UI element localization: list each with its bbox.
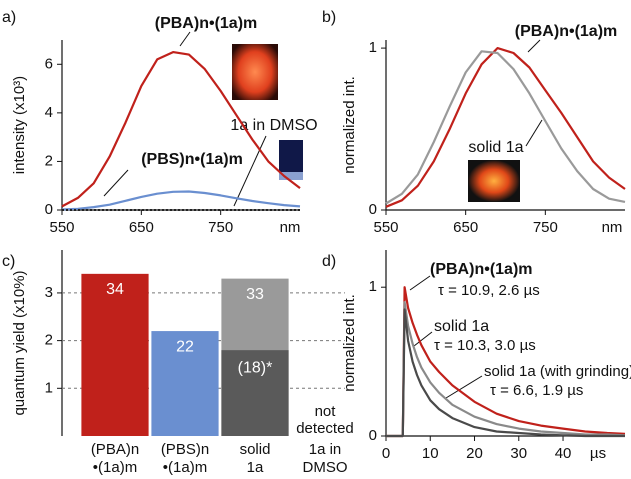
x-tick-label: 750: [533, 219, 558, 236]
leader-line: [409, 275, 431, 291]
x-tick-label: 30: [510, 445, 527, 462]
photo-inset: [468, 160, 520, 202]
series-line: [386, 301, 626, 438]
y-tick-label: 0: [369, 201, 377, 218]
leader-line: [445, 375, 483, 399]
x-unit: nm: [280, 219, 301, 236]
y-axis-label: quantum yield (x10%): [11, 270, 28, 415]
y-tick-label: 6: [45, 55, 53, 72]
photo-inset: [279, 172, 303, 180]
series-line: [61, 51, 301, 208]
x-tick-label: •(1a)m: [163, 459, 207, 476]
series-label: (PBA)n•(1a)m: [515, 23, 618, 40]
x-tick-label: 550: [49, 219, 74, 236]
series-line: [385, 50, 626, 205]
series-line: [386, 308, 625, 438]
inner-value-label: (18)*: [238, 359, 273, 376]
y-tick-label: 0: [45, 201, 53, 218]
y-tick-label: 0: [369, 427, 377, 444]
value-label: 22: [176, 338, 194, 355]
x-tick-label: (PBA)n: [91, 441, 139, 458]
no-data-label: not: [315, 403, 337, 420]
x-tick-label: DMSO: [303, 459, 348, 476]
series-line: [61, 190, 301, 211]
y-tick-label: 1: [369, 278, 377, 295]
leader-line: [413, 331, 433, 347]
y-tick-label: 3: [45, 284, 53, 301]
x-tick-label: 20: [466, 445, 483, 462]
series-line: [386, 286, 626, 438]
leader-line: [527, 39, 541, 53]
series-label: (PBS)n•(1a)m: [141, 151, 243, 168]
no-data-label: detected: [296, 420, 354, 437]
x-unit: nm: [602, 219, 623, 236]
photo-inset: [232, 44, 278, 100]
x-tick-label: •(1a)m: [93, 459, 137, 476]
series-note: τ = 6.6, 1.9 µs: [490, 382, 583, 399]
leader-line: [103, 169, 129, 197]
y-axis-label: normalized int.: [341, 294, 358, 392]
x-tick-label: 650: [453, 219, 478, 236]
series-label: solid 1a: [468, 139, 523, 156]
x-tick-label: 10: [422, 445, 439, 462]
value-label: 34: [106, 281, 124, 298]
x-unit: µs: [590, 445, 606, 462]
x-tick-label: 1a: [247, 459, 264, 476]
series-line: [385, 47, 626, 208]
y-tick-label: 1: [45, 379, 53, 396]
series-label: (PBA)n•(1a)m: [430, 261, 533, 278]
x-tick-label: 550: [373, 219, 398, 236]
series-label: (PBA)n•(1a)m: [155, 15, 258, 32]
value-label: 33: [246, 286, 264, 303]
series-label: solid 1a (with grinding): [484, 363, 631, 380]
y-tick-label: 2: [45, 152, 53, 169]
x-tick-label: solid: [240, 441, 271, 458]
y-tick-label: 2: [45, 332, 53, 349]
series-label: 1a in DMSO: [230, 117, 317, 134]
x-tick-label: 650: [129, 219, 154, 236]
panel-label: b): [322, 9, 336, 26]
y-axis-label: intensity (x10³): [11, 76, 28, 174]
leader-line: [525, 119, 543, 147]
inner-bar: [221, 350, 289, 436]
x-tick-label: 0: [382, 445, 390, 462]
leader-line: [233, 135, 267, 207]
leader-line: [179, 31, 191, 47]
series-note: τ = 10.9, 2.6 µs: [438, 282, 540, 299]
y-axis-label: normalized int.: [341, 76, 358, 174]
series-label: solid 1a: [434, 318, 489, 335]
y-tick-label: 1: [369, 39, 377, 56]
x-tick-label: 1a in: [309, 441, 342, 458]
bar: [151, 331, 219, 436]
x-tick-label: (PBS)n: [161, 441, 209, 458]
bar: [81, 273, 149, 436]
panel-label: a): [2, 9, 16, 26]
panel-label: c): [2, 253, 15, 270]
x-tick-label: 750: [208, 219, 233, 236]
series-note: τ = 10.3, 3.0 µs: [434, 337, 536, 354]
x-tick-label: 40: [555, 445, 572, 462]
y-tick-label: 4: [45, 104, 53, 121]
panel-label: d): [322, 253, 336, 270]
